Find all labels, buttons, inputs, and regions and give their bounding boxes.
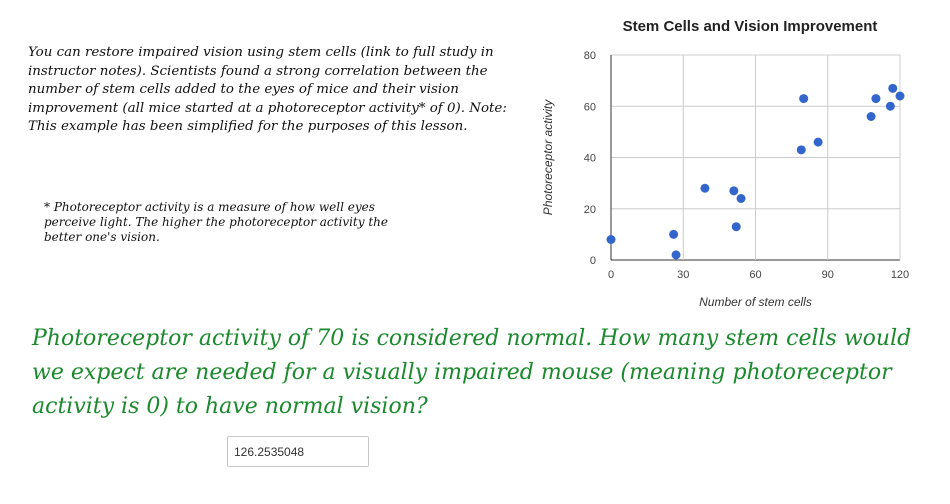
scatter-point	[700, 183, 710, 193]
scatter-point	[799, 94, 809, 104]
scatter-chart: 0 20 40 60 80 0 30 60 90 120 Stem Cells and Vision…	[532, 0, 950, 320]
x-axis-label: Number of stem cells	[699, 295, 812, 309]
y-tick-label: 80	[584, 50, 596, 62]
scatter-point	[895, 91, 905, 101]
scatter-point	[888, 83, 898, 93]
chart-title: Stem Cells and Vision Improvement	[623, 18, 878, 35]
x-tick-label: 0	[608, 269, 614, 281]
scatter-point	[813, 137, 823, 147]
lesson-intro-text: You can restore impaired vision using st…	[28, 45, 507, 134]
photoreceptor-footnote: * Photoreceptor activity is a measure of…	[44, 200, 388, 244]
scatter-point	[871, 94, 881, 104]
scatter-point	[669, 229, 679, 239]
scatter-point	[796, 145, 806, 155]
scatter-point	[736, 194, 746, 203]
answer-input[interactable]	[227, 436, 369, 467]
y-tick-label: 20	[584, 204, 596, 216]
x-tick-label: 60	[749, 269, 761, 281]
scatter-point	[885, 101, 895, 111]
scatter-point	[866, 112, 876, 121]
x-tick-label: 30	[677, 269, 689, 281]
scatter-point	[671, 250, 681, 260]
y-tick-label: 40	[584, 153, 596, 165]
y-tick-label: 0	[590, 255, 596, 267]
x-tick-label: 120	[891, 269, 909, 281]
scatter-point	[729, 186, 739, 196]
x-tick-label: 90	[822, 269, 834, 281]
scatter-point	[606, 235, 616, 244]
scatter-point	[731, 222, 741, 232]
y-tick-label: 60	[584, 101, 596, 113]
question-text: Photoreceptor activity of 70 is consider…	[32, 326, 912, 419]
chart-svg: 0 20 40 60 80 0 30 60 90 120 Stem Cells and Vision…	[541, 18, 909, 309]
y-axis-label: Photoreceptor activity	[541, 99, 555, 215]
